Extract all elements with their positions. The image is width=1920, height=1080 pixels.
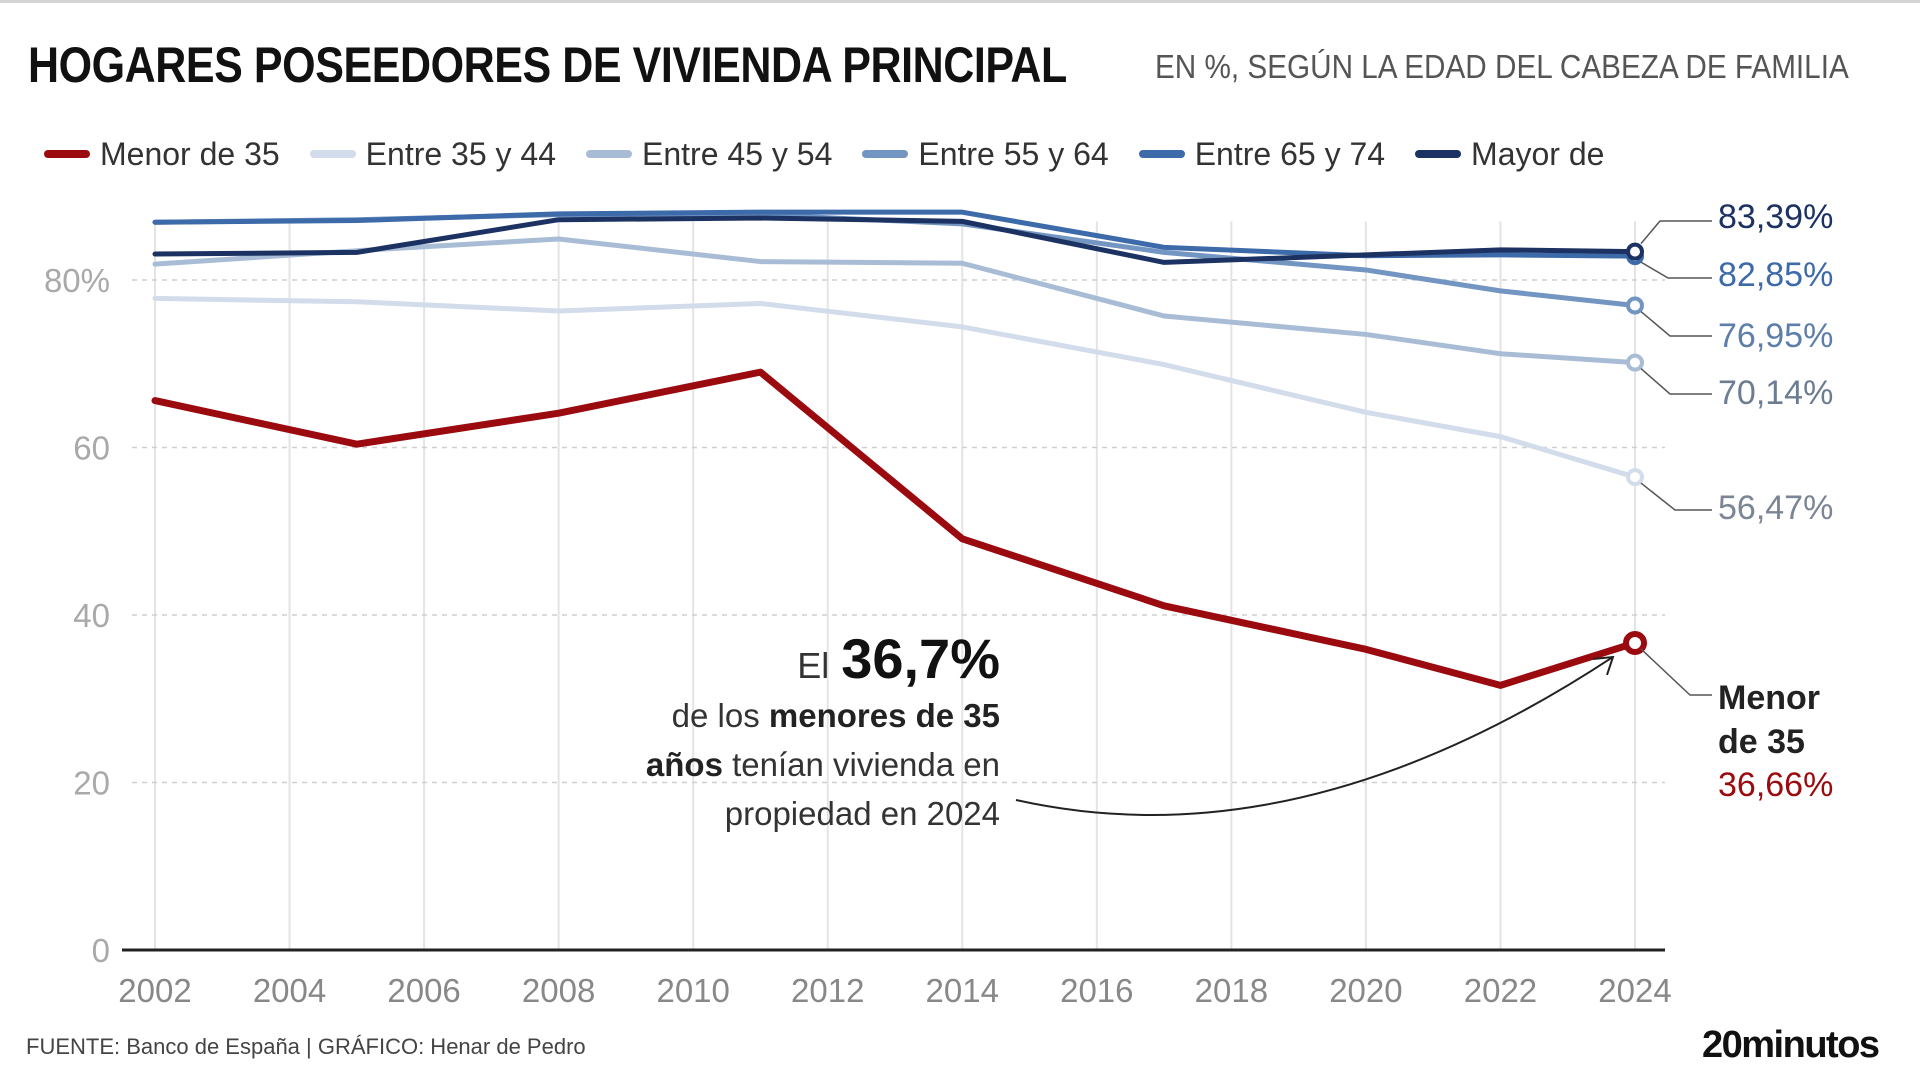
y-tick-label: 80%: [44, 262, 110, 299]
annotation-arrow-path: [1015, 656, 1614, 817]
annotation-arrow-head: [1592, 655, 1615, 676]
end-label-55-64: 76,95%: [1718, 317, 1834, 355]
top-divider: [0, 0, 1920, 3]
end-point-marker: [1626, 296, 1644, 315]
end-label-35-44: 56,47%: [1718, 489, 1834, 527]
brand-logo: 20minutos: [1702, 1024, 1880, 1066]
annotation-big-value: 36,7%: [841, 627, 1000, 690]
y-tick-label: 40: [73, 597, 110, 634]
annotation-callout: El 36,7% de los menores de 35 años tenían…: [645, 631, 1000, 838]
end-label-65-74: 82,85%: [1718, 256, 1834, 294]
end-label-young-line1: Menor: [1718, 679, 1820, 717]
legend: Menor de 35 Entre 35 y 44 Entre 45 y 54 Ent…: [44, 134, 1634, 174]
label-leaders: [1640, 220, 1712, 696]
y-axis: 0 20 40 60 80%: [44, 262, 110, 969]
legend-label: Entre 35 y 44: [365, 135, 557, 172]
label-leader-line: [1640, 261, 1712, 279]
legend-swatch: [309, 150, 356, 158]
y-tick-label: 0: [92, 932, 110, 969]
legend-swatch: [44, 150, 90, 158]
series-line: [151, 368, 1639, 689]
annotation-text: tenían vivienda en: [722, 746, 1000, 783]
series-line: [152, 215, 1638, 265]
x-tick-label: 2022: [1464, 972, 1537, 1009]
chart-title-row: HOGARES POSEEDORES DE VIVIENDA PRINCIPAL: [28, 36, 1236, 94]
annotation-bold-text: menores de 35: [768, 697, 1000, 734]
label-leader-line: [1640, 648, 1712, 696]
annotation-text: propiedad en 2024: [724, 795, 1000, 832]
legend-label: Entre 45 y 54: [642, 135, 833, 172]
x-tick-label: 2006: [387, 972, 460, 1009]
x-tick-label: 2002: [118, 972, 191, 1009]
label-leader-line: [1640, 220, 1712, 245]
grid: [132, 221, 1665, 950]
annotation-arrow: [1015, 655, 1615, 817]
legend-label: Entre 65 y 74: [1194, 135, 1386, 172]
x-axis: 2002 2004 2006 2008 2010 2012 2014 2016 2018 2020…: [118, 948, 1672, 1009]
series-lines: [151, 209, 1647, 689]
end-point-marker: [1626, 353, 1644, 372]
end-point-marker: [1626, 468, 1644, 487]
chart-title: HOGARES POSEEDORES DE VIVIENDA PRINCIPAL: [28, 37, 1067, 93]
legend-item: Entre 65 y 74: [1138, 135, 1386, 173]
legend-swatch: [862, 150, 909, 158]
annotation-text: de los: [671, 697, 769, 734]
source-credit: FUENTE: Banco de España | GRÁFICO: Henar…: [26, 1034, 586, 1059]
legend-item: Mayor de: [1415, 136, 1604, 173]
end-label-young-value: 36,66%: [1718, 766, 1834, 804]
chart-subtitle: EN %, SEGÚN LA EDAD DEL CABEZA DE FAMILI…: [1155, 48, 1849, 85]
end-point-marker: [1623, 630, 1647, 655]
end-label-young-name: Menor de 35: [1718, 676, 1820, 764]
legend-label: Mayor de: [1471, 135, 1605, 172]
legend-swatch: [1415, 150, 1462, 158]
legend-swatch: [586, 150, 633, 158]
y-tick-label: 60: [73, 430, 110, 467]
end-label-young-line2: de 35: [1718, 723, 1805, 761]
x-tick-label: 2020: [1329, 972, 1402, 1009]
x-tick-label: 2004: [253, 972, 326, 1009]
series-line: [152, 209, 1638, 259]
x-tick-label: 2012: [791, 972, 864, 1009]
annotation-prefix: El: [797, 645, 830, 686]
legend-item: Entre 55 y 64: [862, 135, 1109, 173]
legend-swatch: [1138, 150, 1185, 158]
series-line: [152, 236, 1638, 366]
x-tick-label: 2008: [522, 972, 595, 1009]
end-label-75: 83,39%: [1718, 198, 1834, 236]
x-tick-label: 2016: [1060, 972, 1133, 1009]
label-leader-line: [1640, 368, 1712, 395]
legend-item: Entre 35 y 44: [309, 135, 557, 173]
series-line: [152, 295, 1638, 480]
legend-item: Menor de 35: [44, 136, 280, 173]
end-label-45-54: 70,14%: [1718, 374, 1834, 412]
legend-label: Menor de 35: [100, 135, 280, 172]
legend-label: Entre 55 y 64: [918, 135, 1109, 172]
annotation-bold-text: años: [645, 746, 723, 783]
label-leader-line: [1640, 310, 1712, 337]
x-tick-label: 2018: [1195, 972, 1268, 1009]
legend-item: Entre 45 y 54: [586, 136, 832, 173]
x-tick-label: 2010: [656, 972, 729, 1009]
end-point-marker: [1626, 242, 1644, 261]
series-line: [152, 212, 1638, 309]
y-tick-label: 20: [73, 765, 110, 802]
x-tick-label: 2014: [926, 972, 999, 1009]
x-tick-label: 2024: [1598, 972, 1671, 1009]
label-leader-line: [1640, 482, 1712, 511]
